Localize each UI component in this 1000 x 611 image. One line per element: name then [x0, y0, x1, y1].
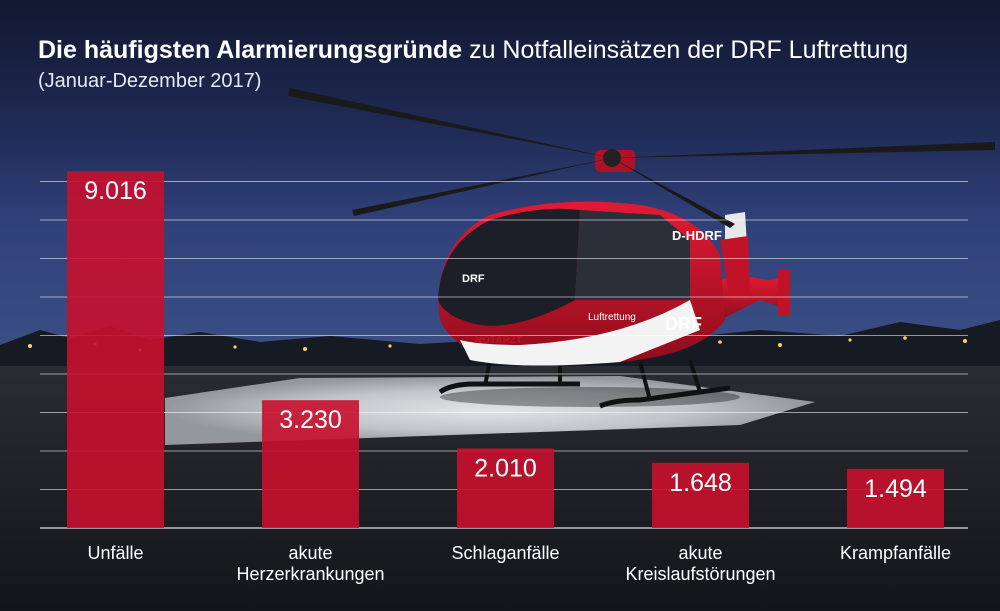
category-label-0: Unfälle — [87, 543, 143, 563]
category-label-3: akute Kreislaufstörungen — [625, 543, 775, 584]
value-label-2: 2.010 — [474, 455, 537, 483]
value-label-0: 9.016 — [84, 177, 147, 205]
heli-notarzt-text: NOTARZT — [475, 335, 522, 346]
chart-title: Die häufigsten Alarmierungsgründe zu Not… — [38, 36, 908, 65]
bar-0 — [67, 171, 164, 528]
town-lights — [28, 336, 967, 352]
category-label-4: Krampfanfälle — [840, 543, 951, 563]
heli-door-text: Luftrettung — [588, 312, 636, 323]
value-label-3: 1.648 — [669, 469, 732, 497]
heli-logo-text: DRF — [462, 273, 485, 285]
category-label-1: akute Herzerkrankungen — [236, 543, 384, 584]
heli-registration-text: D-HDRF — [672, 228, 722, 243]
value-label-1: 3.230 — [279, 406, 342, 434]
helicopter: DRF DRF Luftrettung NOTARZT D-HDRF — [288, 88, 995, 409]
heli-side-logo: DRF — [665, 314, 702, 334]
bar-layer — [67, 171, 944, 528]
bar-2 — [457, 448, 554, 528]
bar-3 — [652, 462, 749, 528]
bar-1 — [262, 400, 359, 528]
bar-4 — [847, 468, 944, 528]
chart-title-rest: zu Notfalleinsätzen der DRF Luftrettung — [462, 36, 909, 64]
label-layer: 9.016 Unfälle 3.230 akute Herzerkrankungen 2.… — [84, 177, 951, 584]
chart-title-highlight: Die häufigsten Alarmierungsgründe — [38, 36, 463, 64]
chart-subtitle: (Januar-Dezember 2017) — [38, 70, 262, 92]
value-label-4: 1.494 — [864, 475, 927, 503]
category-label-2: Schlaganfälle — [451, 543, 559, 563]
